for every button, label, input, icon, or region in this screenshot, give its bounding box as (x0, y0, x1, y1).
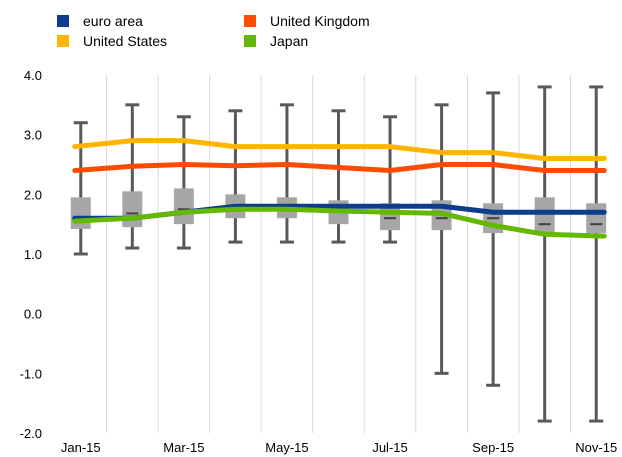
legend-label-euro-area: euro area (83, 13, 143, 29)
legend-label-united-kingdom: United Kingdom (270, 13, 370, 29)
y-tick-label: 1.0 (24, 247, 42, 262)
x-tick-label: Jan-15 (61, 440, 101, 455)
x-tick-label: Mar-15 (163, 440, 204, 455)
legend-label-united-states: United States (83, 33, 167, 49)
legend-swatch-euro-area (57, 15, 69, 27)
x-axis-ticks: Jan-15 Mar-15 May-15 Jul-15 Sep-15 Nov-15 (61, 440, 617, 455)
legend-swatch-united-kingdom (244, 15, 256, 27)
y-tick-label: 3.0 (24, 128, 42, 143)
legend-label-japan: Japan (270, 33, 308, 49)
y-tick-label: -2.0 (20, 426, 42, 441)
vertical-gridlines (106, 75, 571, 433)
y-tick-label: 2.0 (24, 187, 42, 202)
y-axis-ticks: 4.0 3.0 2.0 1.0 0.0 -1.0 -2.0 (20, 68, 42, 441)
x-tick-label: Jul-15 (372, 440, 407, 455)
series-line-united-kingdom (72, 162, 607, 173)
y-tick-label: -1.0 (20, 366, 42, 381)
y-tick-label: 0.0 (24, 307, 42, 322)
range-box (586, 203, 607, 234)
range-box (534, 197, 555, 234)
range-box (122, 191, 143, 228)
x-tick-label: Sep-15 (472, 440, 514, 455)
x-tick-label: May-15 (265, 440, 308, 455)
legend: euro area United States United Kingdom Japa… (57, 13, 370, 49)
series-line-united-states (72, 138, 607, 162)
range-box (173, 188, 194, 225)
range-whiskers (70, 85, 607, 423)
legend-swatch-japan (244, 35, 256, 47)
y-tick-label: 4.0 (24, 68, 42, 83)
series-lines (72, 138, 607, 239)
series-line-japan (72, 206, 607, 239)
x-tick-label: Nov-15 (575, 440, 617, 455)
legend-swatch-united-states (57, 35, 69, 47)
range-box (70, 197, 91, 229)
